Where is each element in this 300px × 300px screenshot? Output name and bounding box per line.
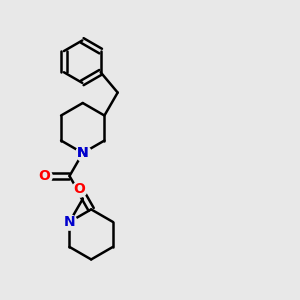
- Text: N: N: [77, 146, 88, 160]
- Text: O: O: [74, 182, 85, 196]
- Text: N: N: [64, 215, 75, 229]
- Text: O: O: [38, 169, 50, 183]
- Text: N: N: [77, 146, 88, 160]
